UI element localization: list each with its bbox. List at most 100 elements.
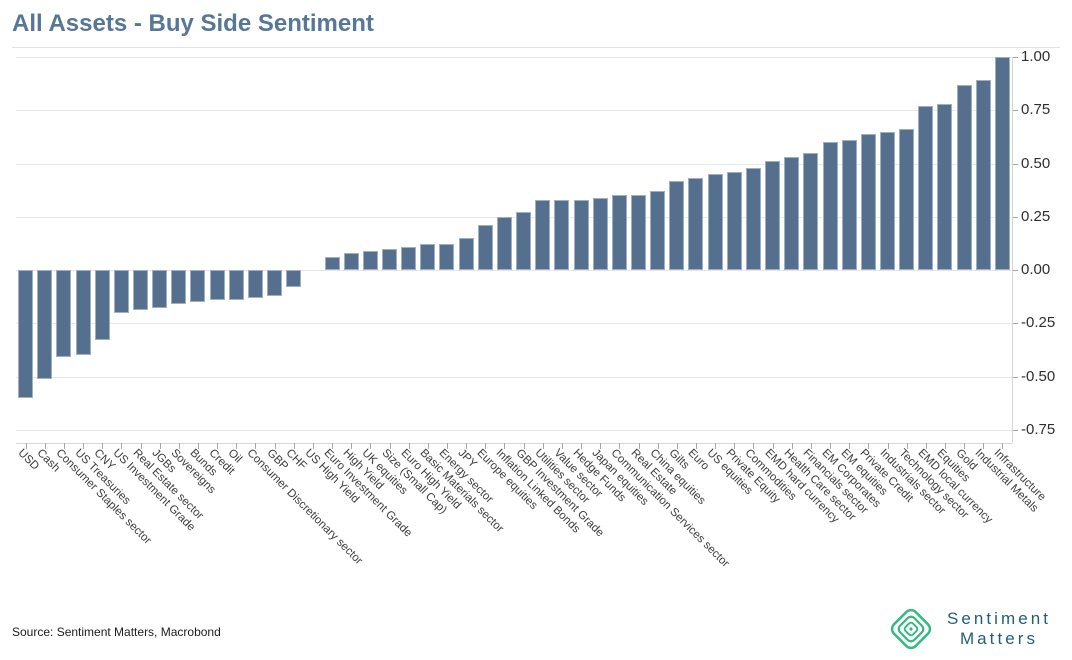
x-axis-tick [753,443,755,449]
bar [745,167,761,270]
x-axis-tick [370,443,372,449]
bar [611,195,627,270]
bar [554,199,570,270]
x-axis-tick [561,443,563,449]
bar [516,212,532,270]
x-axis-tick [351,443,353,449]
y-axis-label: 0.75 [1021,101,1051,119]
bar [650,191,666,270]
x-axis-tick [810,443,812,449]
y-axis-line [1012,57,1013,443]
x-axis-tick [504,443,506,449]
bar [975,80,991,270]
bar [726,172,742,270]
x-axis-tick [332,443,334,449]
x-axis-line [16,443,1012,444]
bar [286,270,302,288]
x-axis-tick [581,443,583,449]
y-axis-label: 0.50 [1021,154,1051,172]
y-axis-tick [1012,429,1018,431]
source-note: Source: Sentiment Matters, Macrobond [12,625,221,639]
x-axis-tick [791,443,793,449]
nested-diamond-logo-icon [890,608,932,650]
gridline [16,429,1012,431]
bar [343,252,359,270]
gridline [16,376,1012,378]
bar [841,140,857,270]
y-axis-tick [1012,216,1018,218]
x-axis-tick [217,443,219,449]
x-axis-tick [523,443,525,449]
bar [631,195,646,270]
bar [267,270,283,296]
bar [803,152,819,270]
x-axis-tick [236,443,238,449]
bar [937,103,953,270]
bar [918,105,934,270]
bar [362,250,378,270]
y-axis-label: 1.00 [1021,48,1051,65]
bar [784,157,800,270]
bar [765,161,781,270]
bar [477,225,493,270]
x-axis-tick [485,443,487,449]
bar [496,216,512,270]
x-axis-tick [178,443,180,449]
y-axis-tick [1012,376,1018,378]
bar [401,246,417,270]
bar [382,248,397,270]
x-axis-tick [63,443,65,449]
brand-logo-line1: Sentiment [946,609,1052,628]
bar [37,270,53,379]
gridline [16,323,1012,325]
gridline [16,216,1012,218]
y-axis-tick [1012,270,1018,271]
x-axis-tick [925,443,927,449]
brand-logo-line2: Matters [959,629,1039,648]
x-axis-tick [676,443,678,449]
x-axis-tick [868,443,870,449]
y-axis-label: -0.75 [1021,420,1056,438]
x-axis-tick [906,443,908,449]
x-axis-tick [619,443,621,449]
x-axis-tick [638,443,640,449]
page-title: All Assets - Buy Side Sentiment [12,10,374,37]
bar [324,257,340,270]
x-axis-tick [849,443,851,449]
x-axis-tick [542,443,544,449]
brand-logo: Sentiment Matters [888,606,1058,652]
x-axis-tick [600,443,602,449]
x-axis-tick [772,443,774,449]
x-axis-tick [983,443,985,449]
x-axis-tick [159,443,161,449]
y-axis-label: -0.25 [1021,314,1056,332]
brand-logo-text: Sentiment Matters [940,609,1058,649]
x-axis-tick [83,443,85,449]
bar [458,238,474,270]
y-axis-tick [1012,110,1018,112]
x-axis-label: CHF [283,447,309,473]
gridline [16,110,1012,112]
x-axis-label: USD [15,447,41,473]
bar [669,180,685,270]
bar [880,131,895,270]
gridline [16,163,1012,165]
x-axis-tick [197,443,199,449]
bar [822,142,838,270]
bar [113,270,129,313]
y-axis-tick [1012,57,1018,58]
x-axis-tick [715,443,717,449]
x-axis-tick [312,443,314,449]
y-axis-label: 0.25 [1021,207,1051,225]
y-axis-label: 0.00 [1021,261,1051,278]
bar [228,270,244,300]
bar [209,270,225,300]
x-axis-tick [102,443,104,449]
bar [860,133,876,270]
bar [190,270,206,302]
x-axis-tick [121,443,123,449]
x-axis-tick [389,443,391,449]
bar [707,174,723,270]
bar [56,270,72,358]
